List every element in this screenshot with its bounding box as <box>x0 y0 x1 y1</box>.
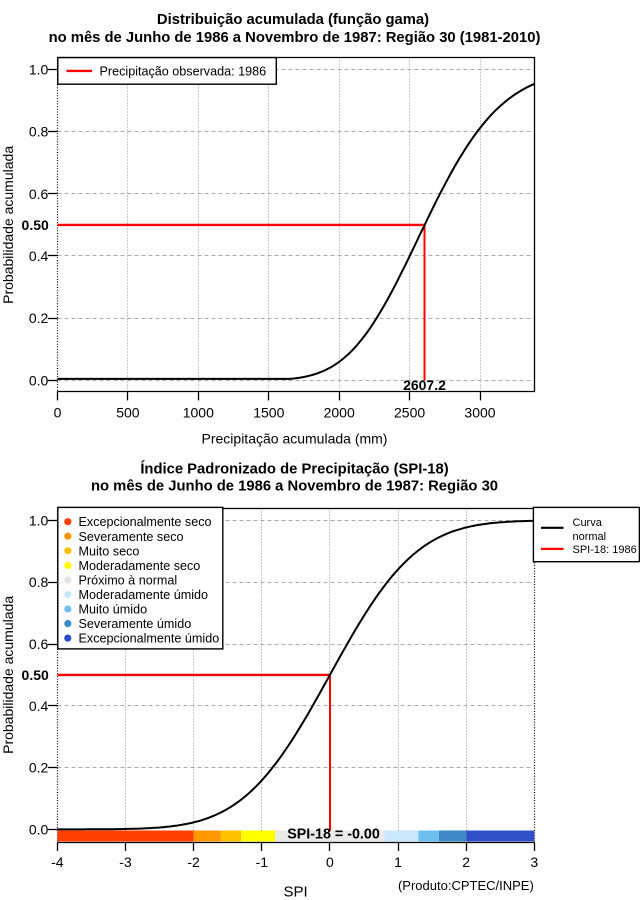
svg-text:1.0: 1.0 <box>29 512 49 528</box>
svg-text:Severamente úmido: Severamente úmido <box>79 617 192 631</box>
svg-text:0.50: 0.50 <box>22 667 49 683</box>
svg-text:0.50: 0.50 <box>22 217 49 233</box>
svg-text:(Produto:CPTEC/INPE): (Produto:CPTEC/INPE) <box>398 878 534 893</box>
svg-text:Precipitação acumulada (mm): Precipitação acumulada (mm) <box>202 431 388 447</box>
svg-text:-1: -1 <box>256 854 269 870</box>
svg-text:2607.2: 2607.2 <box>403 377 446 393</box>
svg-text:Moderadamente seco: Moderadamente seco <box>79 559 201 573</box>
svg-text:1.0: 1.0 <box>29 61 49 77</box>
svg-text:0.0: 0.0 <box>29 372 49 388</box>
svg-text:0.6: 0.6 <box>29 186 49 202</box>
svg-text:-4: -4 <box>51 854 64 870</box>
svg-text:Índice Padronizado de Precipit: Índice Padronizado de Precipitação (SPI-… <box>140 461 448 478</box>
svg-text:0.8: 0.8 <box>29 124 49 140</box>
svg-text:Precipitação observada: 1986: Precipitação observada: 1986 <box>100 64 267 78</box>
svg-text:0.4: 0.4 <box>29 698 49 714</box>
svg-text:Próximo à normal: Próximo à normal <box>79 573 178 587</box>
svg-text:1500: 1500 <box>253 404 284 420</box>
svg-text:Muito seco: Muito seco <box>79 544 140 558</box>
svg-text:Excepcionalmente seco: Excepcionalmente seco <box>79 515 212 529</box>
svg-text:-3: -3 <box>119 854 132 870</box>
svg-text:normal: normal <box>573 531 607 543</box>
svg-text:0: 0 <box>326 854 334 870</box>
svg-text:Probabilidade acumulada: Probabilidade acumulada <box>0 596 16 754</box>
svg-text:SPI: SPI <box>284 884 308 900</box>
svg-text:2500: 2500 <box>394 404 425 420</box>
svg-text:0.6: 0.6 <box>29 636 49 652</box>
svg-text:no mês de Junho de 1986 a Nove: no mês de Junho de 1986 a Novembro de 19… <box>91 479 498 495</box>
svg-text:3000: 3000 <box>464 404 495 420</box>
svg-text:0.4: 0.4 <box>29 248 49 264</box>
svg-text:1000: 1000 <box>183 404 214 420</box>
svg-text:0.2: 0.2 <box>29 310 49 326</box>
svg-text:no mês de Junho de 1986 a Nove: no mês de Junho de 1986 a Novembro de 19… <box>49 30 541 46</box>
svg-text:3: 3 <box>530 854 538 870</box>
svg-text:500: 500 <box>116 404 140 420</box>
svg-text:Moderadamente úmido: Moderadamente úmido <box>79 588 209 602</box>
svg-text:0.8: 0.8 <box>29 574 49 590</box>
svg-text:0: 0 <box>54 404 62 420</box>
svg-text:SPI-18 = -0.00: SPI-18 = -0.00 <box>287 827 380 843</box>
svg-text:Curva: Curva <box>573 517 603 529</box>
svg-text:Muito úmido: Muito úmido <box>79 603 148 617</box>
svg-text:Excepcionalmente úmido: Excepcionalmente úmido <box>79 632 220 646</box>
svg-text:Severamente seco: Severamente seco <box>79 530 184 544</box>
svg-text:2000: 2000 <box>324 404 355 420</box>
svg-text:-2: -2 <box>187 854 200 870</box>
svg-text:Probabilidade acumulada: Probabilidade acumulada <box>0 146 16 304</box>
svg-text:Distribuição acumulada (função: Distribuição acumulada (função gama) <box>157 12 429 28</box>
svg-text:2: 2 <box>462 854 470 870</box>
svg-text:0.2: 0.2 <box>29 760 49 776</box>
svg-text:1: 1 <box>394 854 402 870</box>
svg-text:0.0: 0.0 <box>29 821 49 837</box>
svg-text:SPI-18: 1986: SPI-18: 1986 <box>573 544 637 556</box>
